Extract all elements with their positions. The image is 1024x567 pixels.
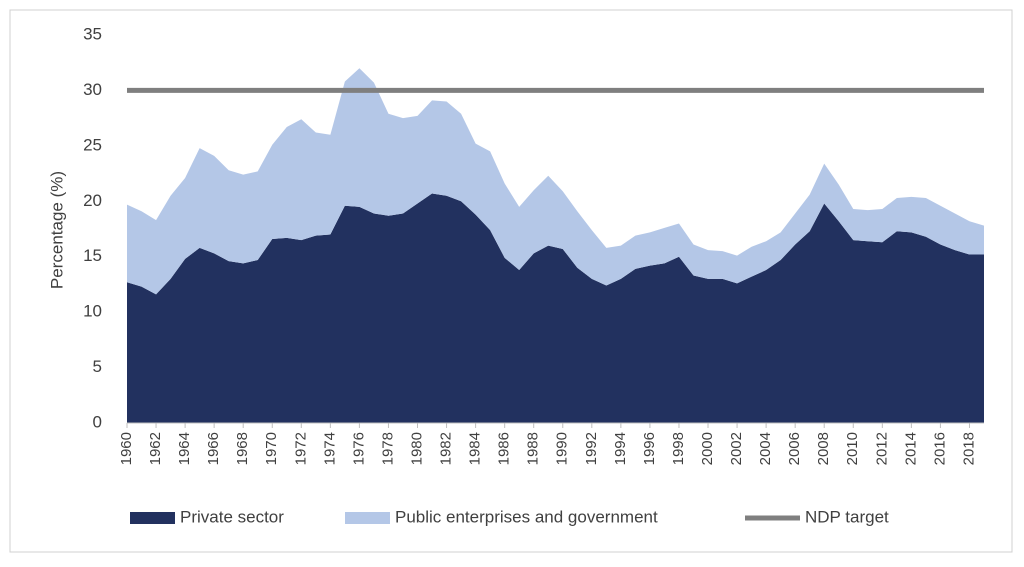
y-tick-label: 10 [83, 302, 102, 321]
x-tick-label: 1966 [205, 432, 222, 465]
y-tick-label: 30 [83, 80, 102, 99]
x-tick-label: 1988 [525, 432, 542, 465]
x-tick-label: 2012 [873, 432, 890, 465]
y-tick-label: 15 [83, 246, 102, 265]
x-tick-label: 1994 [612, 432, 629, 465]
x-tick-label: 1990 [554, 432, 571, 465]
y-tick-label: 5 [93, 357, 102, 376]
x-tick-label: 2016 [931, 432, 948, 465]
x-tick-label: 1964 [176, 432, 193, 465]
x-tick-label: 1992 [583, 432, 600, 465]
area [127, 193, 984, 423]
x-tick-label: 1976 [350, 432, 367, 465]
x-tick-label: 1996 [641, 432, 658, 465]
y-tick-label: 0 [93, 412, 102, 431]
x-tick-label: 2004 [757, 432, 774, 465]
legend-swatch [345, 512, 390, 524]
x-tick-label: 2014 [902, 432, 919, 465]
x-tick-label: 2018 [960, 432, 977, 465]
legend-label: Public enterprises and government [395, 507, 658, 526]
x-tick-label: 2002 [728, 432, 745, 465]
x-tick-label: 2008 [815, 432, 832, 465]
y-tick-label: 20 [83, 191, 102, 210]
x-tick-label: 1984 [467, 432, 484, 465]
x-tick-label: 1968 [234, 432, 251, 465]
x-tick-label: 1970 [263, 432, 280, 465]
x-tick-label: 1986 [496, 432, 513, 465]
legend-swatch [130, 512, 175, 524]
x-tick-label: 1978 [379, 432, 396, 465]
x-tick-label: 1972 [292, 432, 309, 465]
x-tick-label: 1974 [321, 432, 338, 465]
area [127, 68, 984, 295]
legend-label: NDP target [805, 507, 889, 526]
x-tick-label: 1980 [408, 432, 425, 465]
x-tick-label: 1962 [147, 432, 164, 465]
x-tick-label: 2010 [844, 432, 861, 465]
legend-label: Private sector [180, 507, 284, 526]
x-tick-label: 2000 [699, 432, 716, 465]
y-axis-label: Percentage (%) [47, 171, 66, 289]
x-tick-label: 1998 [670, 432, 687, 465]
y-tick-label: 25 [83, 135, 102, 154]
x-tick-label: 1960 [118, 432, 135, 465]
y-tick-label: 35 [83, 24, 102, 43]
x-tick-label: 1982 [438, 432, 455, 465]
x-tick-label: 2006 [786, 432, 803, 465]
